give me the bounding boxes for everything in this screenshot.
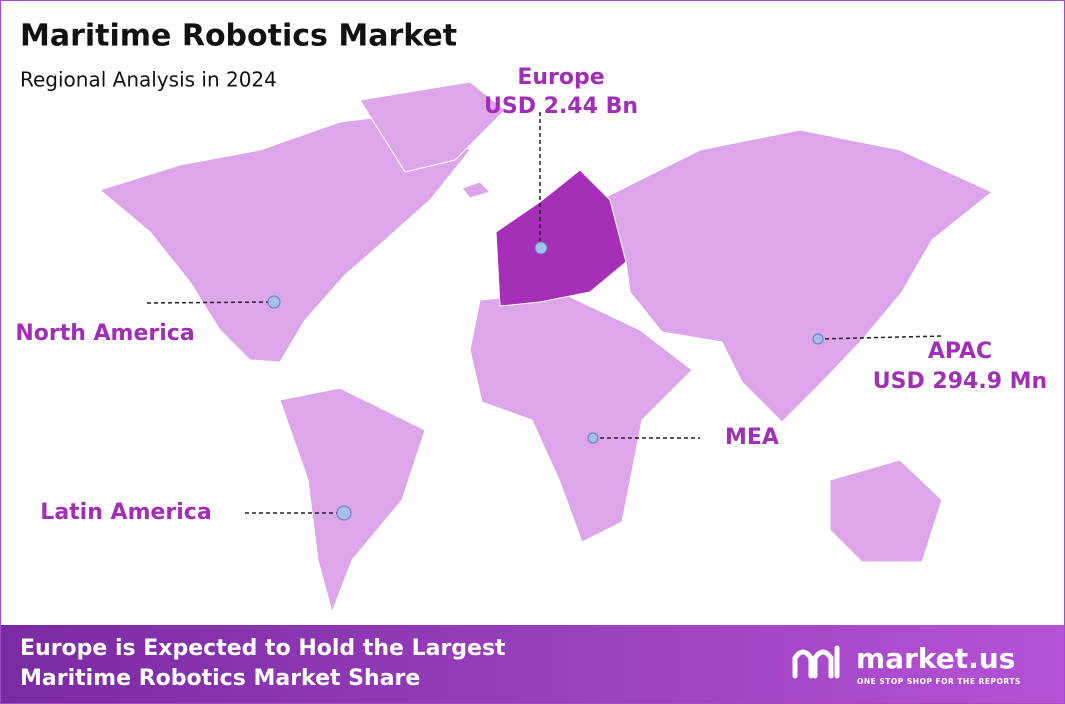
region-value: USD 2.44 Bn [484, 94, 638, 119]
region-name: APAC [928, 339, 992, 364]
footer-line: Europe is Expected to Hold the Largest [20, 636, 506, 661]
brand-name: market.us [856, 642, 1015, 675]
marker [534, 241, 548, 255]
subtitle: Regional Analysis in 2024 [20, 68, 277, 92]
footer: Europe is Expected to Hold the Largest M… [1, 625, 1064, 703]
region-name: Europe [517, 65, 604, 90]
brand-logo [792, 645, 840, 679]
leader-line [146, 301, 275, 304]
region-name: Latin America [40, 500, 211, 525]
south-america [279, 387, 426, 614]
title: Maritime Robotics Market [20, 19, 457, 54]
marker [336, 505, 352, 521]
marker [587, 432, 599, 444]
brand-tagline: ONE STOP SHOP FOR THE REPORTS [857, 677, 1021, 686]
callouts: Europe USD 2.44 Bn North America APAC US… [15, 65, 1047, 525]
greenland [359, 81, 506, 173]
australia [829, 459, 943, 563]
footer-band [1, 625, 1064, 703]
region-value: USD 294.9 Mn [873, 369, 1047, 394]
marker [812, 333, 824, 345]
world-map [98, 81, 993, 614]
iceland [461, 181, 491, 199]
north-america [98, 111, 471, 363]
region-name: North America [15, 321, 194, 346]
marker [267, 295, 281, 309]
asia [599, 129, 993, 423]
africa [469, 291, 693, 543]
europe [495, 169, 627, 307]
region-name: MEA [725, 425, 779, 450]
footer-line: Maritime Robotics Market Share [20, 666, 420, 691]
